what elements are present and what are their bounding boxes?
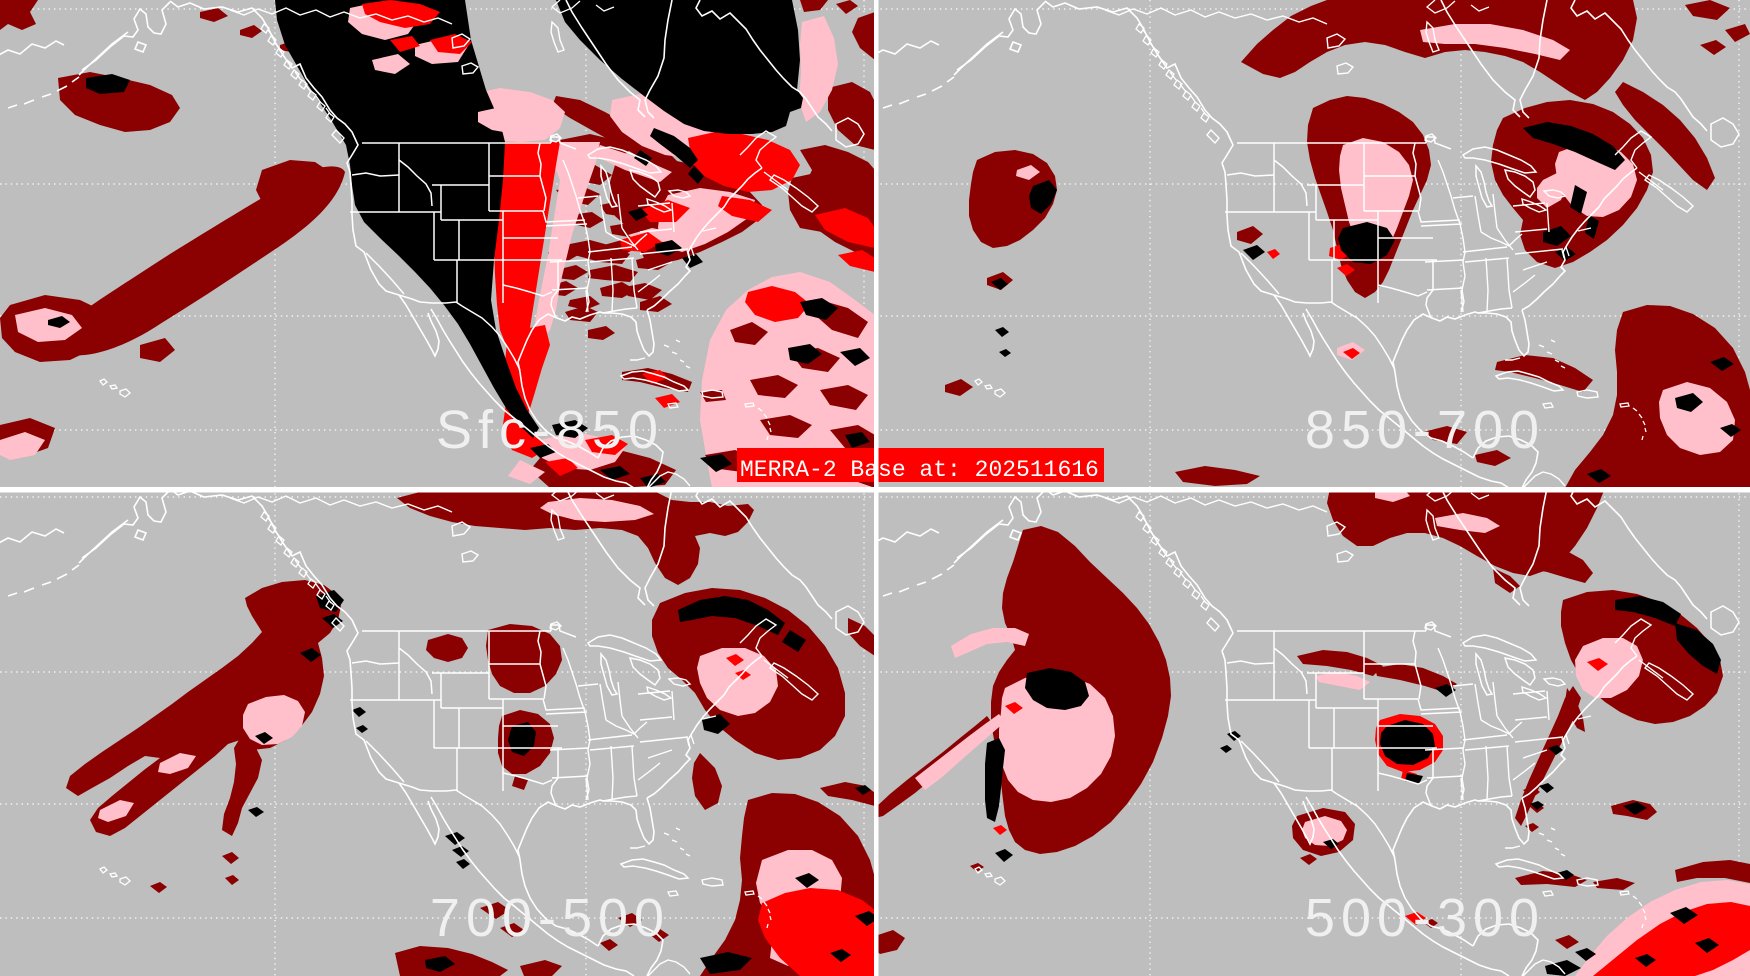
svg-text:Sfc-850: Sfc-850 [436,400,664,460]
svg-text:700-500: 700-500 [430,888,670,948]
svg-text:850-700: 850-700 [1305,400,1545,460]
svg-text:500-300: 500-300 [1305,888,1545,948]
svg-text:MERRA-2 Base at: 202511616: MERRA-2 Base at: 202511616 [740,457,1099,483]
